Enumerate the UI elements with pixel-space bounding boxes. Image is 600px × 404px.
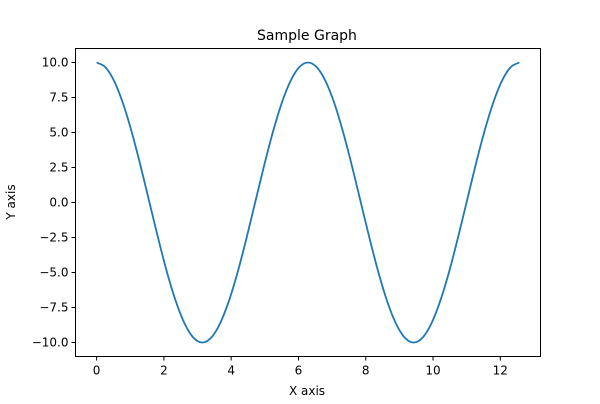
y-tick-label: 2.5 xyxy=(49,161,68,175)
y-axis-label: Y axis xyxy=(4,184,18,220)
y-tick-label: −5.0 xyxy=(39,266,68,280)
plot-area-frame xyxy=(75,48,541,357)
y-tick-label: 10.0 xyxy=(42,56,69,70)
x-tick-label: 4 xyxy=(227,364,235,378)
x-tick-label: 12 xyxy=(493,364,508,378)
series-line xyxy=(96,61,520,344)
y-tick-label: 0.0 xyxy=(49,196,68,210)
x-tick-label: 6 xyxy=(295,364,303,378)
x-tick-label: 2 xyxy=(160,364,168,378)
y-tick-label: 5.0 xyxy=(49,126,68,140)
y-tick-label: 7.5 xyxy=(49,91,68,105)
y-tick-label: −10.0 xyxy=(32,336,69,350)
x-tick-label: 10 xyxy=(425,364,440,378)
x-axis-label: X axis xyxy=(289,384,325,398)
y-tick-label: −2.5 xyxy=(39,231,68,245)
x-tick-label: 8 xyxy=(362,364,370,378)
y-tick-label: −7.5 xyxy=(39,301,68,315)
chart-title: Sample Graph xyxy=(257,28,357,44)
x-tick-label: 0 xyxy=(93,364,101,378)
